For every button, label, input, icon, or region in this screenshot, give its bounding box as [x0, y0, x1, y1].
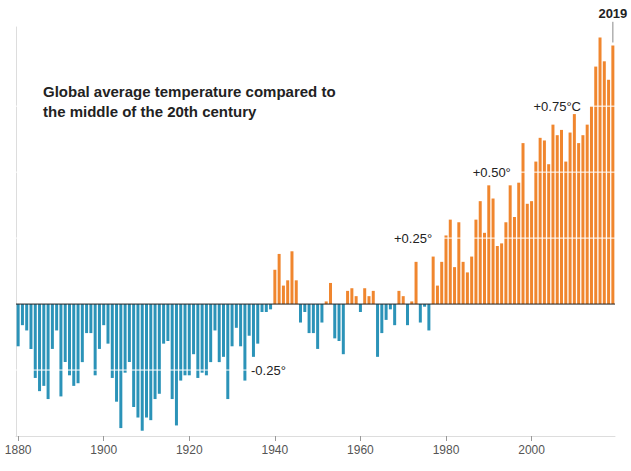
- svg-text:2000: 2000: [518, 443, 545, 457]
- svg-text:+0.25°: +0.25°: [394, 231, 432, 246]
- svg-text:Global average temperature com: Global average temperature compared to: [43, 83, 340, 100]
- svg-text:-0.25°: -0.25°: [251, 363, 286, 378]
- svg-text:2019: 2019: [598, 6, 627, 21]
- svg-text:1940: 1940: [262, 443, 289, 457]
- svg-text:1980: 1980: [433, 443, 460, 457]
- svg-text:1900: 1900: [90, 443, 117, 457]
- svg-text:1960: 1960: [347, 443, 374, 457]
- svg-text:+0.75°C: +0.75°C: [533, 99, 580, 114]
- svg-text:the middle of the 20th century: the middle of the 20th century: [43, 103, 257, 120]
- svg-text:+0.50°: +0.50°: [473, 165, 511, 180]
- svg-text:1880: 1880: [5, 443, 32, 457]
- svg-text:1920: 1920: [176, 443, 203, 457]
